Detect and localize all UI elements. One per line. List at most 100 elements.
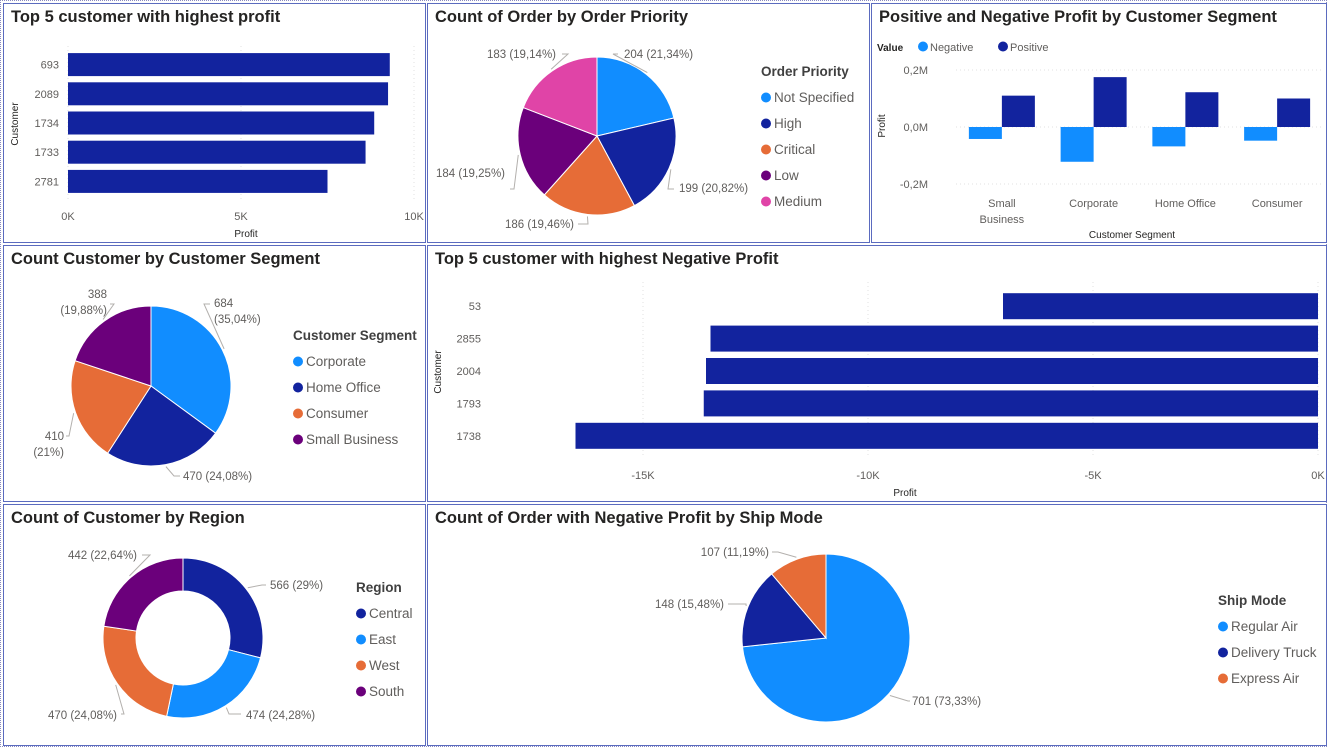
x-tick-label: -10K [856, 470, 880, 482]
y-tick-label: 2855 [457, 334, 481, 346]
y-tick-label: 1733 [35, 147, 59, 159]
data-label: 183 (19,14%) [487, 49, 556, 61]
y-tick-label: 2781 [35, 176, 59, 188]
legend-item: Positive [1010, 42, 1049, 54]
data-label: (21%) [33, 447, 64, 459]
legend-marker [1218, 622, 1228, 632]
panel-order-priority[interactable]: Count of Order by Order Priority 204 (21… [427, 3, 870, 243]
data-label: 684 [214, 298, 234, 310]
legend-marker [293, 409, 303, 419]
legend-title: Region [356, 580, 402, 595]
legend-item: Corporate [306, 354, 366, 369]
legend-marker [761, 145, 771, 155]
legend-item: Regular Air [1231, 619, 1298, 634]
x-tick-label: Small [988, 198, 1016, 210]
bar-negative-home-office [1152, 127, 1185, 146]
data-label: 199 (20,82%) [679, 183, 748, 195]
data-label: 470 (24,08%) [48, 710, 117, 722]
data-label: 388 [88, 289, 107, 301]
bar-1793 [704, 390, 1318, 416]
legend-marker [918, 42, 928, 52]
leader-line [66, 413, 74, 436]
bar-2855 [711, 326, 1319, 352]
x-tick-label: 10K [404, 211, 424, 223]
x-tick-label: Corporate [1069, 198, 1118, 210]
legend-title: Order Priority [761, 64, 849, 79]
legend-item: Consumer [306, 406, 369, 421]
x-tick-label: Home Office [1155, 198, 1216, 210]
legend-marker [761, 197, 771, 207]
data-label: 442 (22,64%) [68, 550, 137, 562]
bar-2781 [68, 170, 328, 193]
leader-line [510, 155, 518, 189]
legend-marker [293, 357, 303, 367]
segment-profit-chart: 0,2M 0,0M -0,2M Small Business Corporate Home … [872, 4, 1327, 243]
y-tick-label: 2089 [35, 89, 59, 101]
x-tick-label: Consumer [1252, 198, 1303, 210]
bar-1733 [68, 141, 366, 164]
legend-marker [356, 635, 366, 645]
y-tick-label: 1738 [457, 431, 481, 443]
legend-marker [1218, 648, 1228, 658]
legend-item: Medium [774, 194, 822, 209]
bar-positive-corporate [1094, 77, 1127, 127]
legend-item: Negative [930, 42, 973, 54]
slice-west [103, 626, 173, 716]
data-label: 701 (73,33%) [912, 696, 981, 708]
bar-2004 [706, 358, 1318, 384]
data-label: 148 (15,48%) [655, 599, 724, 611]
leader-line [578, 216, 588, 224]
y-tick-label: 2004 [457, 366, 481, 378]
leader-line [226, 708, 241, 714]
legend-item: Low [774, 168, 799, 183]
panel-ship-mode[interactable]: Count of Order with Negative Profit by S… [427, 504, 1327, 746]
ship-mode-chart: 701 (73,33%)148 (15,48%)107 (11,19%)Ship… [428, 505, 1327, 746]
legend-item: Critical [774, 142, 815, 157]
bar-1734 [68, 112, 374, 135]
x-tick-label: 5K [234, 211, 248, 223]
leader-line [248, 585, 266, 588]
panel-negative-customers[interactable]: Top 5 customer with highest Negative Pro… [427, 245, 1327, 502]
data-label: 410 [45, 431, 64, 443]
y-tick-label: 1734 [35, 118, 59, 130]
bar-2089 [68, 82, 388, 105]
legend-marker [356, 661, 366, 671]
panel-segment-profit[interactable]: Positive and Negative Profit by Customer… [871, 3, 1327, 243]
bar-negative-corporate [1061, 127, 1094, 162]
slice-east [167, 650, 261, 718]
x-tick-label: Business [980, 214, 1025, 226]
bar-positive-small-business [1002, 96, 1035, 127]
legend-item: Delivery Truck [1231, 645, 1317, 660]
data-label: 107 (11,19%) [701, 547, 769, 559]
x-axis-title: Profit [234, 229, 258, 240]
data-label: (19,88%) [60, 305, 107, 317]
legend-marker [356, 609, 366, 619]
legend-marker [998, 42, 1008, 52]
bar-positive-consumer [1277, 99, 1310, 128]
leader-line [668, 169, 674, 189]
legend-marker [293, 383, 303, 393]
panel-region[interactable]: Count of Customer by Region 566 (29%) 474… [3, 504, 426, 746]
customer-segment-chart: 684 (35,04%) 470 (24,08%) 410 (21%) 388 (19,88… [4, 246, 426, 502]
panel-customer-segment[interactable]: Count Customer by Customer Segment 684 (3… [3, 245, 426, 502]
bar-1738 [576, 423, 1319, 449]
leader-line [772, 552, 796, 557]
legend-marker [356, 687, 366, 697]
data-label: 204 (21,34%) [624, 49, 693, 61]
legend-item: West [369, 658, 400, 673]
legend-item: Small Business [306, 432, 399, 447]
legend-marker [1218, 674, 1228, 684]
data-label: 186 (19,46%) [505, 219, 574, 231]
bar-53 [1003, 293, 1318, 319]
y-tick-label: 53 [469, 301, 481, 313]
legend-item: Home Office [306, 380, 381, 395]
legend-title: Value [877, 43, 904, 54]
panel-top-customers[interactable]: Top 5 customer with highest profit 693 20… [3, 3, 426, 243]
bar-positive-home-office [1185, 92, 1218, 127]
x-tick-label: -5K [1084, 470, 1102, 482]
legend-item: Central [369, 606, 413, 621]
data-label: 470 (24,08%) [183, 471, 252, 483]
y-tick-label: 1793 [457, 398, 481, 410]
y-tick-label: 693 [41, 60, 59, 72]
y-axis-title: Customer [10, 102, 21, 146]
